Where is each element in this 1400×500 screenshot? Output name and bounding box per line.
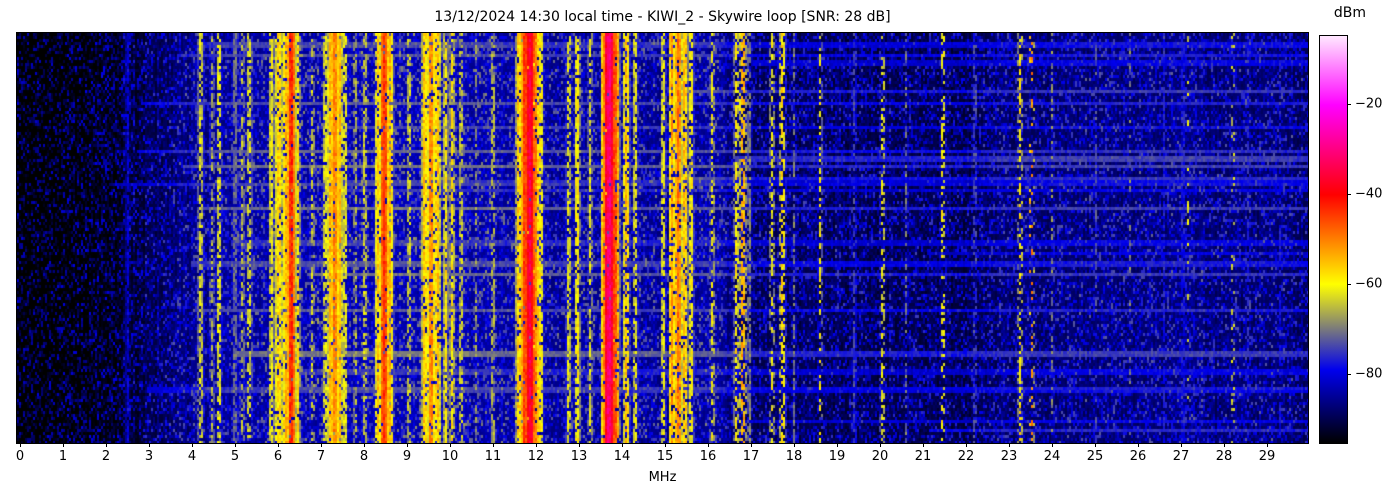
x-axis-tick-label: 16 — [699, 449, 717, 464]
x-axis-tick-label: 15 — [656, 449, 674, 464]
x-axis-tick-mark — [923, 443, 924, 447]
x-axis-tick-label: 19 — [828, 449, 846, 464]
x-axis-tick-mark — [407, 443, 408, 447]
x-axis-tick-mark — [1095, 443, 1096, 447]
x-axis-tick-label: 28 — [1215, 449, 1233, 464]
colorbar-tick-label: −20 — [1355, 96, 1383, 111]
colorbar-tick-label: −40 — [1355, 186, 1383, 201]
x-axis-tick-mark — [665, 443, 666, 447]
x-axis-tick-mark — [837, 443, 838, 447]
colorbar-tick-mark — [1347, 193, 1351, 195]
x-axis-tick-mark — [1052, 443, 1053, 447]
x-axis-tick-label: 3 — [144, 449, 154, 464]
x-axis-tick-mark — [149, 443, 150, 447]
x-axis-tick-label: 25 — [1086, 449, 1104, 464]
colorbar-label: dBm — [1333, 5, 1367, 21]
x-axis-tick-label: 2 — [101, 449, 111, 464]
x-axis-tick-mark — [1009, 443, 1010, 447]
x-axis-tick-label: 26 — [1129, 449, 1147, 464]
x-axis-tick-label: 5 — [230, 449, 240, 464]
waterfall-plot-area — [16, 32, 1309, 444]
plot-title: 13/12/2024 14:30 local time - KIWI_2 - S… — [434, 9, 891, 25]
x-axis-tick-mark — [579, 443, 580, 447]
x-axis-tick-mark — [321, 443, 322, 447]
x-axis-tick-mark — [1224, 443, 1225, 447]
x-axis-tick-mark — [1181, 443, 1182, 447]
colorbar-tick-mark — [1347, 103, 1351, 105]
x-axis-tick-label: 14 — [613, 449, 631, 464]
x-axis-tick-label: 17 — [742, 449, 760, 464]
x-axis-tick-label: 12 — [527, 449, 545, 464]
spectrogram-canvas — [17, 33, 1308, 443]
x-axis-tick-label: 18 — [785, 449, 803, 464]
x-axis-tick-mark — [192, 443, 193, 447]
x-axis-tick-label: 23 — [1000, 449, 1018, 464]
x-axis-tick-mark — [708, 443, 709, 447]
x-axis-tick-label: 1 — [58, 449, 68, 464]
x-axis-tick-label: 9 — [402, 449, 412, 464]
x-axis-tick-mark — [966, 443, 967, 447]
colorbar-tick-mark — [1347, 373, 1351, 375]
x-axis-tick-mark — [1138, 443, 1139, 447]
x-axis-tick-label: 11 — [484, 449, 502, 464]
x-axis-tick-mark — [751, 443, 752, 447]
x-axis-tick-mark — [63, 443, 64, 447]
x-axis-tick-mark — [450, 443, 451, 447]
x-axis-tick-label: 10 — [441, 449, 459, 464]
x-axis-tick-mark — [794, 443, 795, 447]
x-axis-tick-mark — [20, 443, 21, 447]
x-axis-tick-label: 8 — [359, 449, 369, 464]
x-axis-tick-label: 29 — [1258, 449, 1276, 464]
x-axis-tick-mark — [106, 443, 107, 447]
x-axis-tick-label: 4 — [187, 449, 197, 464]
colorbar — [1319, 35, 1348, 444]
colorbar-tick-label: −60 — [1355, 276, 1383, 291]
colorbar-tick-mark — [1347, 283, 1351, 285]
x-axis-tick-label: 21 — [914, 449, 932, 464]
colorbar-tick-label: −80 — [1355, 366, 1383, 381]
x-axis-tick-mark — [622, 443, 623, 447]
x-axis-tick-label: 22 — [957, 449, 975, 464]
x-axis-tick-label: 24 — [1043, 449, 1061, 464]
x-axis-label: MHz — [648, 470, 677, 485]
x-axis-tick-mark — [493, 443, 494, 447]
x-axis-tick-label: 6 — [273, 449, 283, 464]
x-axis-tick-label: 13 — [570, 449, 588, 464]
x-axis-tick-mark — [235, 443, 236, 447]
x-axis-tick-mark — [364, 443, 365, 447]
x-axis-tick-mark — [1267, 443, 1268, 447]
x-axis-tick-mark — [536, 443, 537, 447]
x-axis-tick-label: 0 — [15, 449, 25, 464]
x-axis-tick-label: 20 — [871, 449, 889, 464]
x-axis-tick-label: 7 — [316, 449, 326, 464]
x-axis-tick-mark — [278, 443, 279, 447]
x-axis-tick-label: 27 — [1172, 449, 1190, 464]
x-axis-tick-mark — [880, 443, 881, 447]
